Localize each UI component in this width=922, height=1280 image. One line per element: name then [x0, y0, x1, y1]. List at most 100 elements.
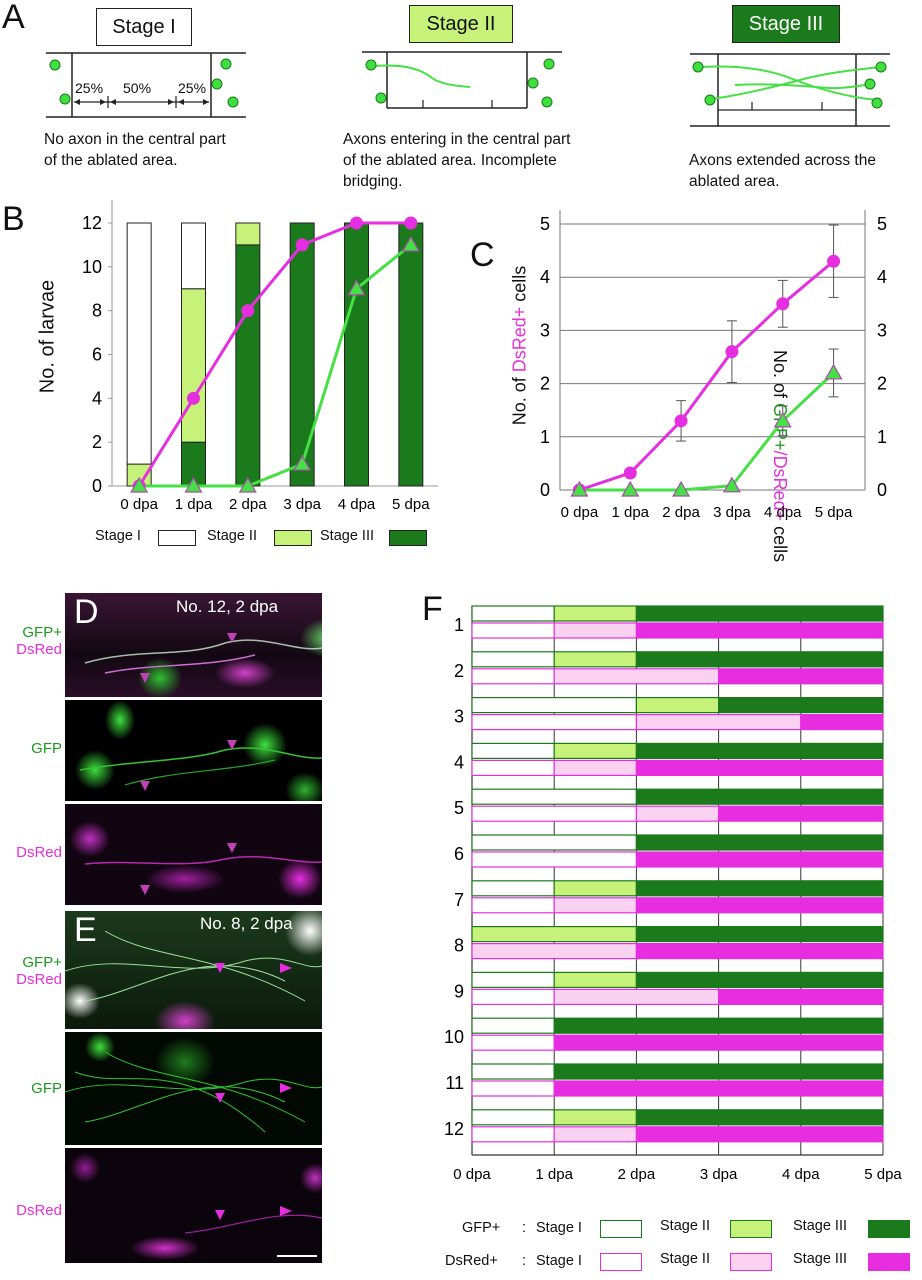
panel-e-title: No. 8, 2 dpa [200, 914, 293, 933]
panel-f-gfp-segment [635, 605, 884, 622]
legend-ds-stage3-label: Stage III [793, 1251, 848, 1267]
panel-f-gfp-segment [471, 696, 637, 714]
panel-e-row1-label: GFP+ DsRed [16, 954, 62, 988]
panel-f-gfp-segment [635, 1109, 884, 1126]
panel-f-dsred-segment [635, 943, 884, 960]
panel-d-dsred-image [65, 804, 322, 905]
legend-gfp-stage3-label: Stage III [793, 1218, 848, 1234]
panel-f-gfp-segment [553, 1063, 884, 1080]
legend-ds-stage2-label: Stage II [660, 1251, 710, 1267]
chart-c-xtick-label: 0 dpa [561, 504, 599, 521]
panel-f-larva-label: 10 [444, 1027, 464, 1047]
stage-1-box: Stage I [96, 8, 192, 46]
legend-gfp-stage2-label: Stage II [660, 1218, 710, 1234]
panel-f-larva-label: 9 [454, 981, 464, 1001]
stage-1-schematic [46, 52, 246, 118]
panel-d-gfp-axons [79, 747, 322, 786]
panel-f-xtick-label: 5 dpa [864, 1166, 902, 1183]
panel-f-dsred-segment [471, 943, 637, 960]
legend-stage-1-label: Stage I [95, 528, 141, 544]
chart-c-ytick-left: 3 [540, 320, 550, 340]
legend-stage-3-swatch [389, 530, 427, 546]
panel-f-dsred-segment [471, 759, 555, 776]
legend-gfp-stage2-swatch [730, 1220, 772, 1238]
stage-1-desc: No axon in the central part of the ablat… [44, 131, 226, 169]
panel-b-label: B [2, 200, 25, 238]
panel-f-xtick-label: 0 dpa [453, 1166, 491, 1183]
chart-c-ytick-left: 2 [540, 374, 550, 394]
panel-e-merge-image [65, 911, 322, 1029]
panel-f-xtick-label: 4 dpa [782, 1166, 820, 1183]
chart-b-bar-segment [398, 222, 424, 487]
panel-f-dsred-segment [471, 1034, 555, 1051]
chart-c-ytick-right: 3 [877, 320, 887, 340]
legend-gfp-stage1-swatch [600, 1220, 642, 1238]
panel-f-label: F [422, 590, 443, 628]
chart-c-ytick-right: 1 [877, 427, 887, 447]
panel-d-label: D [74, 593, 99, 631]
panel-f-dsred-segment [553, 622, 637, 639]
panel-e-row2-label: GFP [31, 1080, 62, 1097]
panel-f-larva-label: 7 [454, 890, 464, 910]
chart-b-bar-segment [181, 222, 206, 290]
panel-f-dsred-segment [471, 713, 637, 731]
chart-c-point-triangle [773, 411, 792, 428]
chart-c-ytick-left: 4 [540, 267, 550, 287]
panel-e-row3-label: DsRed [16, 1202, 62, 1219]
panel-f-dsred-segment [718, 805, 884, 822]
stage-schematics [46, 51, 890, 127]
panel-f-dsred-segment [471, 668, 555, 685]
panel-f-legend: GFP+ : Stage I Stage II Stage III DsRed+… [440, 1215, 920, 1277]
chart-c-point-triangle [672, 480, 691, 497]
stacked-bar-chart: 0 2 4 6 8 10 12 0 dpa 1 dpa 2 dpa 3 dpa 4 dpa 5 dpa [82, 200, 438, 513]
chart-b-point-circle [404, 216, 418, 230]
stage-2-schematic [362, 51, 562, 109]
panel-f-gfp-segment [471, 651, 555, 668]
chart-c-point-circle [776, 297, 790, 311]
panel-d-row1-label: GFP+ DsRed [16, 624, 62, 658]
panel-f-dsred-segment [635, 759, 884, 776]
chart-c-point-triangle [824, 363, 843, 380]
panel-f-gfp-segment [553, 605, 637, 622]
chart-b-point-triangle [238, 476, 257, 493]
chart-c-point-circle [674, 414, 688, 428]
chart-b-bar-segment [235, 222, 261, 246]
panel-f-dsred-segment [471, 1080, 555, 1097]
panel-f-larva-label: 8 [454, 936, 464, 956]
chart-b-bar-segment [289, 222, 315, 487]
chart-b-bar-segment [235, 244, 261, 487]
panel-f-dsred-segment [635, 805, 720, 822]
panel-f-gfp-segment [553, 742, 637, 759]
chart-c-point-triangle [722, 476, 741, 493]
panel-f-gfp-segment [553, 880, 637, 897]
chart-c-ytick-right: 4 [877, 267, 887, 287]
panel-f-dsred-segment [553, 1126, 637, 1143]
panel-f-larva-label: 11 [445, 1073, 464, 1093]
panel-f-gfp-segment [553, 1017, 884, 1034]
stage-3-box: Stage III [732, 5, 840, 43]
panel-f-gfp-segment [553, 1109, 637, 1126]
panel-c-label: C [470, 236, 495, 274]
panel-f-dsred-segment [471, 988, 555, 1005]
legend-ds-stage1-label: Stage I [536, 1253, 582, 1269]
panel-f-gfp-segment [635, 651, 884, 668]
panel-f-xtick-label: 3 dpa [700, 1166, 738, 1183]
pct-right: 25% [178, 80, 207, 96]
chart-c-ytick-right: 2 [877, 374, 887, 394]
panel-d-gfp-image [65, 700, 322, 801]
panel-f-larva-label: 2 [454, 661, 464, 681]
stage-2-box: Stage II [409, 5, 513, 43]
chart-c-point-triangle [570, 480, 589, 497]
legend-ds-stage3-swatch [868, 1253, 910, 1271]
pct-left: 25% [75, 80, 104, 96]
panel-f-dsred-segment [635, 622, 884, 639]
chart-b-line [137, 221, 411, 487]
panel-f-gfp-segment [471, 1017, 555, 1034]
chart-b-xtick-label: 0 dpa [120, 496, 158, 513]
micrograph-arrowheads [140, 633, 292, 1220]
panel-f-dsred-segment [553, 1080, 884, 1097]
chart-c-xtick-label: 4 dpa [764, 504, 802, 521]
panel-f-dsred-segment [471, 897, 555, 914]
legend-ds-stage2-swatch [730, 1253, 772, 1271]
legend-gfp-stage3-swatch [868, 1220, 910, 1238]
